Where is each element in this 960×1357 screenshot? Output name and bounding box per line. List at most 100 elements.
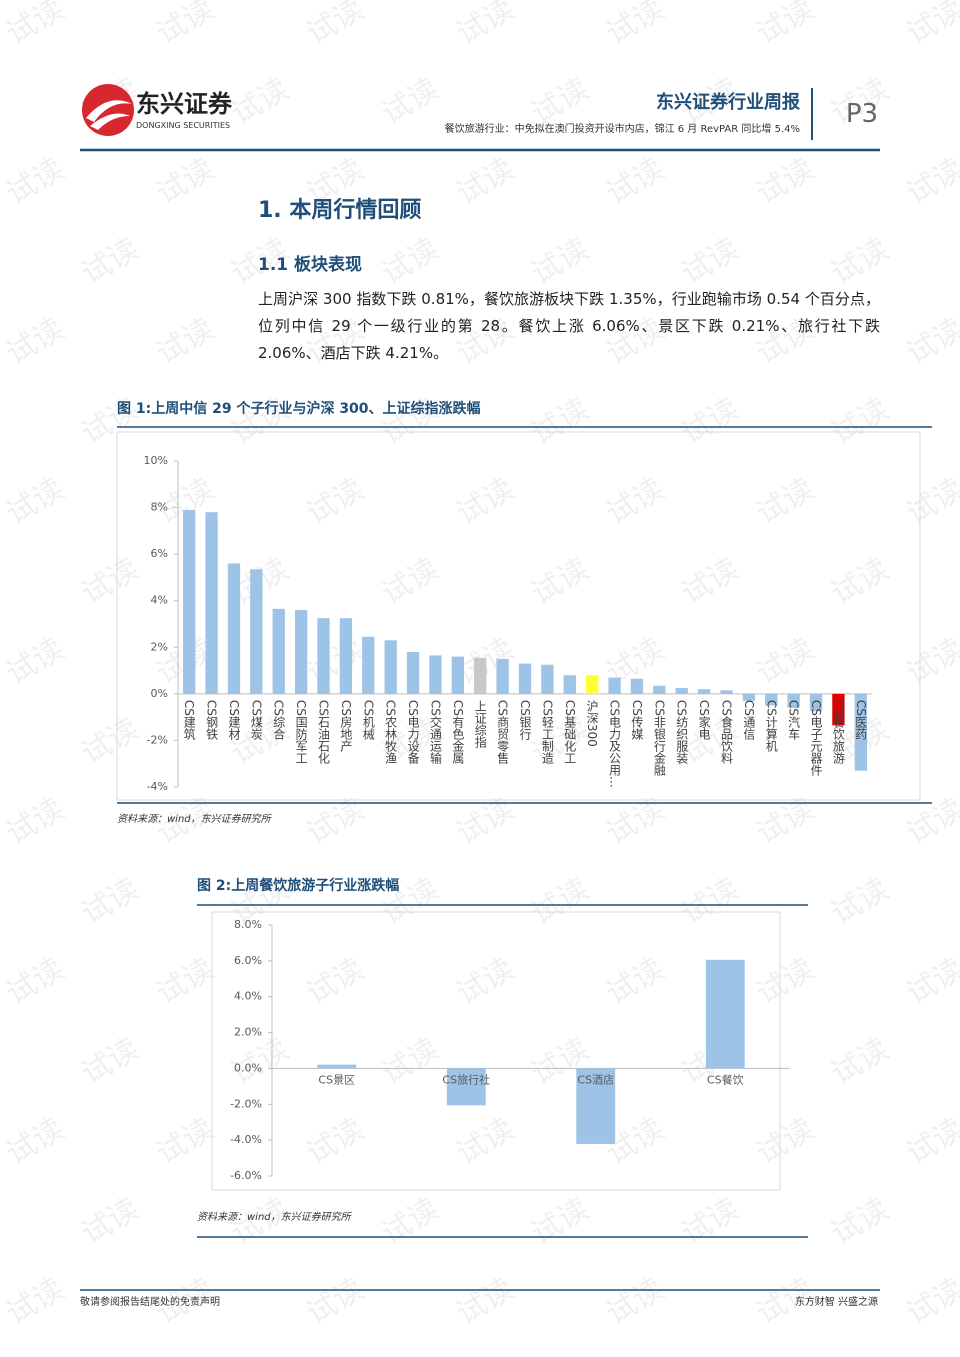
chart: -6.0% -4.0% -2.0% 0.0% 2.0% 4.0% 6.0% 8.0% CS景区 C… — [230, 918, 790, 1182]
watermark: 试读 — [76, 232, 145, 292]
x-tick-label: CS商贸零售 — [496, 700, 510, 764]
section-subheading: 1.1 板块表现 — [258, 255, 363, 275]
watermark: 试读 — [751, 952, 820, 1012]
bar — [339, 618, 353, 694]
bar — [787, 693, 800, 708]
x-tick-label: CS石油石化 — [317, 700, 331, 765]
logo-sub: DONGXING SECURITIES — [136, 121, 230, 130]
x-tick-label: CS国防军工 — [294, 700, 308, 764]
watermark: 试读 — [151, 312, 220, 372]
y-tick-label: 0% — [151, 687, 168, 700]
bar — [586, 675, 599, 694]
footer-right: 东方财智 兴盛之源 — [795, 1295, 878, 1308]
x-tick-label: CS家电 — [697, 700, 711, 740]
y-tick-label: -2.0% — [230, 1097, 262, 1110]
watermark: 试读 — [901, 312, 960, 372]
bar — [250, 569, 263, 694]
logo-mark — [82, 84, 134, 136]
bar — [720, 690, 733, 694]
x-tick-label: CS电子元器件 — [809, 700, 823, 776]
x-tick-label: CS机械 — [361, 700, 375, 740]
bar — [518, 663, 532, 694]
x-tick-label: CS汽车 — [787, 700, 801, 741]
watermark: 试读 — [301, 632, 370, 692]
x-tick-label: CS建筑 — [182, 700, 196, 740]
x-tick-label: CS基础化工 — [563, 700, 577, 764]
watermark: 试读 — [526, 872, 595, 932]
watermark: 试读 — [826, 872, 895, 932]
bar — [474, 657, 487, 694]
x-tick-label: CS餐饮 — [707, 1072, 744, 1086]
bar — [705, 959, 745, 1069]
logo-swirl — [90, 113, 130, 130]
x-tick-label: CS电力设备 — [406, 700, 420, 765]
watermark: 试读 — [376, 72, 445, 132]
y-tick-label: 8% — [151, 501, 168, 514]
bar — [697, 689, 711, 694]
report-type: 东兴证券行业周报 — [656, 91, 800, 113]
watermark: 试读 — [901, 0, 960, 52]
watermark: 试读 — [76, 1192, 145, 1252]
watermark: 试读 — [751, 152, 820, 212]
watermark: 试读 — [676, 872, 745, 932]
bar — [765, 693, 778, 706]
watermark: 试读 — [601, 792, 670, 852]
watermark: 试读 — [151, 0, 220, 52]
bar — [227, 563, 241, 694]
watermark: 试读 — [826, 232, 895, 292]
bar — [496, 658, 509, 694]
x-tick-label: CS非银行金融 — [652, 700, 666, 777]
y-tick-label: 8.0% — [234, 918, 262, 931]
watermark: 试读 — [826, 1032, 895, 1092]
x-tick-label: CS通信 — [742, 700, 756, 741]
watermark: 试读 — [376, 552, 445, 612]
x-tick-label: CS餐饮旅游 — [831, 700, 845, 764]
y-tick-label: -2% — [147, 733, 168, 746]
watermark: 试读 — [1, 0, 70, 52]
watermark: 试读 — [76, 872, 145, 932]
bar — [294, 610, 308, 694]
watermark: 试读 — [1, 1112, 70, 1172]
x-tick-label: 上证综指 — [473, 699, 487, 748]
watermark: 试读 — [901, 1112, 960, 1172]
x-tick-label: CS景区 — [318, 1073, 355, 1086]
watermark: 试读 — [376, 1192, 445, 1252]
figure-source: 资料来源：wind，东兴证券研究所 — [117, 813, 273, 825]
x-tick-label: 沪深300 — [585, 699, 599, 746]
x-tick-label: CS酒店 — [577, 1072, 614, 1086]
x-tick-label: CS交通运输 — [428, 700, 442, 765]
watermark: 试读 — [301, 792, 370, 852]
watermark: 试读 — [601, 1272, 670, 1332]
watermark: 试读 — [526, 552, 595, 612]
bar — [384, 640, 397, 694]
x-tick-label: CS传媒 — [630, 700, 644, 740]
x-tick-label: CS综合 — [272, 700, 286, 740]
x-tick-label: CS旅行社 — [442, 1072, 490, 1086]
watermark: 试读 — [1, 1272, 70, 1332]
bar — [451, 656, 464, 694]
logo-name: 东兴证券 — [136, 90, 233, 118]
watermark: 试读 — [1, 152, 70, 212]
watermark: 试读 — [901, 152, 960, 212]
watermark: 试读 — [751, 632, 820, 692]
y-tick-label: -4% — [147, 780, 168, 793]
watermark: 试读 — [151, 152, 220, 212]
bar — [608, 677, 621, 694]
x-tick-label: CS计算机 — [764, 700, 778, 752]
watermark: 试读 — [226, 72, 295, 132]
watermark: 试读 — [376, 1032, 445, 1092]
bar — [317, 1064, 357, 1069]
bar — [675, 688, 688, 694]
y-tick-label: 4.0% — [234, 990, 262, 1003]
y-tick-label: -4.0% — [230, 1133, 262, 1146]
bar — [630, 678, 644, 694]
y-tick-label: 0.0% — [234, 1061, 262, 1074]
x-tick-label: CS建材 — [227, 700, 241, 740]
bar — [809, 693, 823, 712]
watermark: 试读 — [76, 1032, 145, 1092]
watermark: 试读 — [826, 1192, 895, 1252]
watermark: 试读 — [826, 552, 895, 612]
watermark: 试读 — [751, 792, 820, 852]
watermark: 试读 — [826, 392, 895, 452]
page-number: P3 — [846, 99, 878, 129]
